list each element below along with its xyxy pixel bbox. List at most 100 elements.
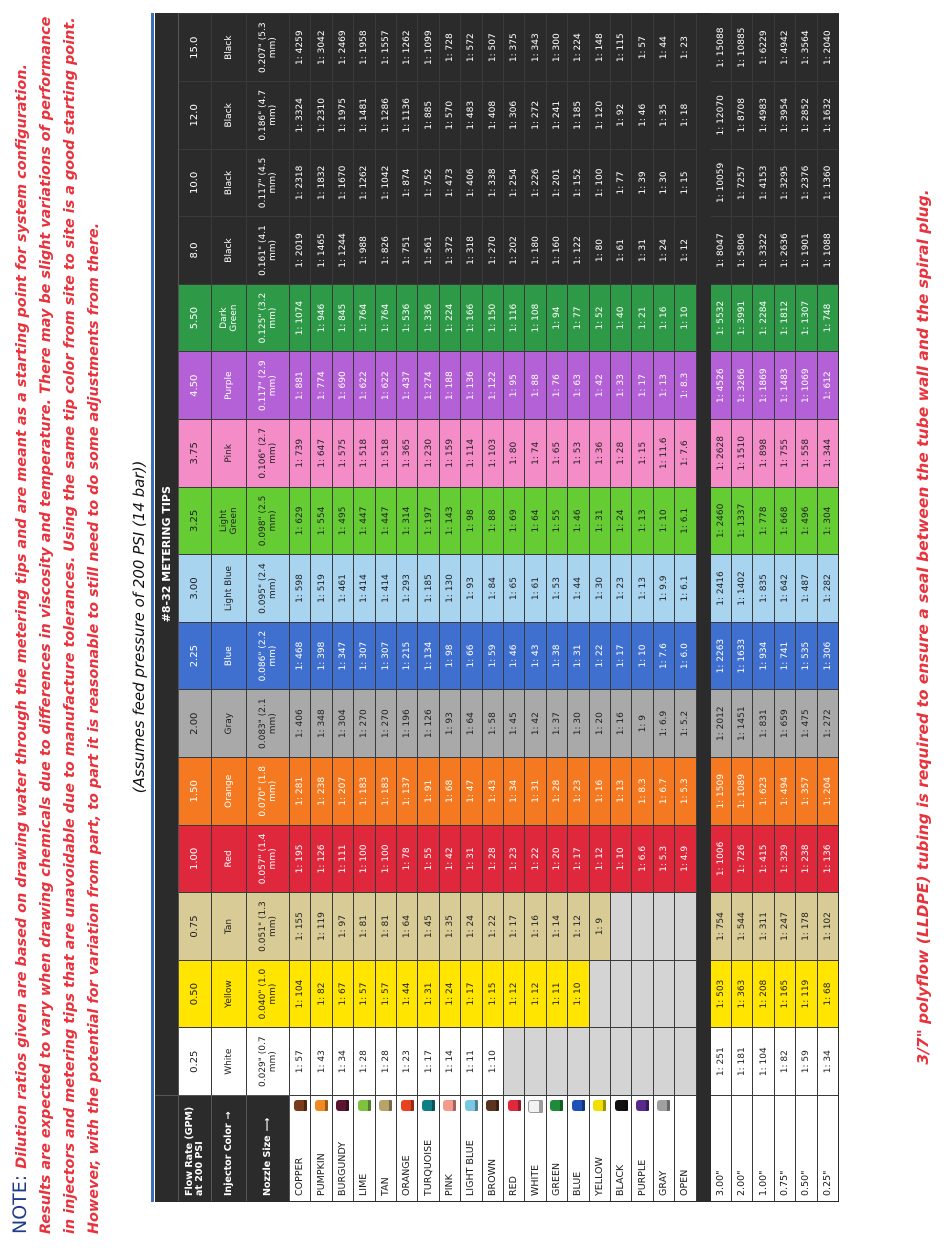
ratio-cell: 1: 43: [482, 757, 504, 825]
cell-text: 1: 31: [573, 644, 584, 668]
cell-text: 1: 2263: [715, 638, 726, 674]
cell-text: 1: 230: [423, 438, 434, 468]
ratio-cell: 1: 39: [632, 148, 654, 217]
ratio-cell: 1: 519: [311, 554, 333, 622]
ratio-cell: [675, 959, 697, 1028]
tube-ratio-cell: 1: 623: [753, 757, 775, 825]
cell-text: 4.50: [189, 374, 200, 397]
tube-ratio-cell: 1: 2284: [753, 283, 775, 352]
cell-text: 3.00: [189, 577, 200, 600]
cell-text: 1: 21: [637, 306, 648, 330]
cell-text: 1: 165: [779, 979, 790, 1009]
cell-text: 1: 119: [316, 912, 327, 941]
injector-color-cell: Orange: [212, 757, 247, 825]
ratio-cell: 1: 22: [589, 621, 611, 690]
cell-text: 1: 751: [402, 236, 413, 265]
cell-text: 15.0: [189, 36, 200, 59]
cell-text: 1: 31: [637, 238, 648, 263]
cell-text: 1: 46: [573, 509, 584, 533]
cell-text: 1: 13: [658, 374, 669, 398]
ratio-cell: 1: 751: [397, 216, 419, 284]
cell-text: 1: 64: [402, 914, 413, 939]
tube-ratio-cell: 1: 835: [753, 554, 775, 622]
cell-text: 1: 934: [758, 641, 769, 671]
cell-text: 1: 42: [594, 374, 605, 398]
row-label-gray: GRAY: [653, 1095, 676, 1202]
ratio-cell: 1: 16: [653, 283, 676, 352]
ratio-cell: 1: 16: [525, 892, 547, 960]
cell-text: 1.50: [189, 780, 200, 803]
ratio-cell: 1: 55: [546, 486, 569, 555]
cell-text: 1: 318: [466, 236, 477, 265]
cell-text: 1: 120: [594, 100, 605, 130]
cell-text: 1: 2628: [715, 436, 726, 471]
cell-text: 1: 7257: [737, 165, 748, 201]
ratio-cell: 1: 126: [418, 689, 440, 757]
tube-ratio-cell: 1: 2040: [817, 13, 839, 81]
tube-row-label: 1.00": [753, 1095, 775, 1202]
ratio-cell: 1: 81: [354, 892, 376, 960]
tube-ratio-cell: 1: 344: [817, 419, 839, 487]
ratio-cell: [653, 959, 676, 1028]
tube-ratio-cell: 1: 642: [774, 554, 797, 622]
tube-ratio-cell: 1: 754: [710, 892, 732, 960]
ratio-cell: [675, 1027, 697, 1095]
cell-text: 1: 647: [316, 438, 327, 468]
ratio-cell: 1: 98: [439, 621, 462, 690]
ratio-cell: 1: 45: [418, 892, 440, 960]
cell-text: 1: 344: [822, 438, 833, 468]
tube-ratio-cell: 1: 15088: [710, 13, 732, 81]
ratio-cell: 1: 306: [504, 81, 526, 149]
tube-ratio-cell: 1: 1069: [796, 351, 818, 419]
cell-text: 1: 15: [680, 171, 691, 195]
cell-text: 1: 185: [573, 100, 584, 130]
cell-text: 1: 3295: [779, 165, 790, 201]
cell-text: 1: 12: [573, 914, 584, 939]
row-label-turquoise: TURQUOISE: [418, 1095, 440, 1202]
cell-text: 1: 1869: [758, 368, 769, 403]
tube-ratio-cell: 1: 668: [774, 486, 797, 555]
ratio-cell: 1: 6.1: [675, 486, 697, 555]
ratio-cell: 1: 24: [653, 216, 676, 284]
cell-text: 0.75: [189, 915, 200, 938]
ratio-cell: 1: 98: [461, 486, 483, 555]
cell-text: 1: 885: [423, 100, 434, 130]
cell-text: 1: 22: [487, 914, 498, 939]
cell-text: 1: 642: [779, 574, 790, 603]
ratio-cell: [632, 892, 654, 960]
ratio-cell: 1: 336: [418, 283, 440, 352]
ratio-cell: 1: 45: [504, 689, 526, 757]
cell-text: RED: [508, 1176, 520, 1196]
cell-text: 1: 1901: [801, 233, 812, 268]
cell-text: 1: 281: [295, 776, 306, 806]
ratio-cell: 1: 988: [354, 216, 376, 284]
cell-text: 1: 11: [466, 1050, 477, 1074]
cell-text: 1.00: [189, 847, 200, 871]
cell-text: 1: 4259: [295, 30, 306, 65]
ratio-cell: 1: 2310: [311, 81, 333, 149]
cell-text: 1: 518: [359, 438, 370, 468]
ratio-cell: 1: 1557: [375, 13, 397, 81]
cell-text: 1: 2460: [715, 503, 726, 539]
cell-text: 0.117" (4.5 mm): [258, 157, 278, 209]
tube-ratio-cell: 1: 136: [817, 824, 839, 893]
ratio-cell: 1: 91: [418, 757, 440, 825]
cell-text: 1: 3564: [801, 30, 812, 65]
tube-ratio-cell: 1: 487: [796, 554, 818, 622]
cell-text: 1: 196: [402, 709, 413, 739]
cell-text: 1: 461: [337, 574, 348, 603]
metering-tip-icon: [528, 1100, 544, 1113]
ratio-cell: 1: 35: [439, 892, 462, 960]
ratio-cell: 1: 150: [482, 283, 504, 352]
tube-ratio-cell: 1: 1869: [753, 351, 775, 419]
cell-text: #8-32 METERING TIPS: [160, 486, 173, 623]
tube-ratio-cell: 1: 272: [817, 689, 839, 757]
cell-text: 1: 764: [359, 303, 370, 333]
ratio-cell: 1: 134: [418, 621, 440, 690]
ratio-cell: 1: 270: [482, 216, 504, 284]
tube-ratio-cell: 1: 251: [710, 1027, 732, 1095]
cell-text: 1: 100: [380, 844, 391, 874]
row-label-blue: BLUE: [568, 1095, 590, 1202]
ratio-cell: 1: 23: [397, 1027, 419, 1095]
cell-text: 1: 845: [337, 303, 348, 333]
